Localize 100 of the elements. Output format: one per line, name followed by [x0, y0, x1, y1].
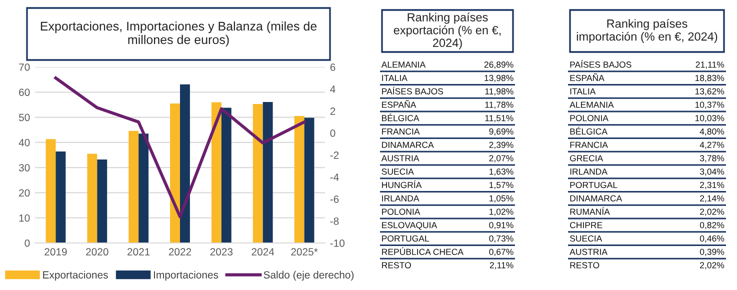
bar	[221, 108, 232, 243]
chart-title: Exportaciones, Importaciones y Balanza (miles de millones de euros)	[40, 21, 317, 47]
bar	[262, 102, 273, 243]
text: 13,98%	[484, 74, 514, 82]
bar	[294, 116, 304, 243]
category-label: AUSTRIA	[381, 155, 420, 162]
bar	[87, 154, 98, 243]
y-tick-label: 20	[19, 189, 30, 197]
legend-label: Importaciones	[154, 270, 218, 281]
text: 1,02%	[490, 208, 514, 216]
y2-tick-label: 4	[330, 86, 336, 93]
y2-tick-label: -2	[330, 152, 339, 159]
category-label: PORTUGAL	[570, 182, 618, 188]
category-label: PAÍSES BAJOS	[382, 86, 444, 94]
text: 0,82%	[700, 222, 724, 230]
category-label: DINAMARCA	[570, 195, 622, 202]
y-tick-label: 30	[18, 164, 30, 172]
bar	[211, 102, 222, 243]
text: 1,05%	[490, 195, 514, 202]
text: Ranking países exportación (% en €, 2024)	[394, 12, 501, 50]
text: Ranking países importación (% en €, 2024)	[576, 18, 718, 44]
category-label: BÉLGICA	[570, 126, 608, 135]
category-label: POLONIA	[382, 208, 420, 215]
text: 0,46%	[700, 235, 724, 243]
text: 11,51%	[485, 115, 514, 122]
category-label: REPÚBLICA CHECA	[382, 247, 464, 255]
category-label: RESTO	[570, 262, 600, 268]
text: 21,11%	[696, 62, 724, 69]
text: 26,89%	[484, 62, 514, 69]
text: 3,78%	[700, 155, 724, 162]
text: 2,02%	[700, 262, 724, 270]
x-tick-label: 2024	[252, 248, 274, 256]
y-tick-label: 60	[19, 88, 30, 96]
text: 1,57%	[490, 182, 514, 190]
category-label: PAÍSES BAJOS	[570, 60, 632, 68]
category-label: RESTO	[382, 262, 411, 268]
bar	[304, 118, 314, 243]
y2-tick-label: 6	[330, 64, 336, 71]
category-label: IRLANDA	[570, 168, 608, 175]
text: 4,80%	[700, 128, 724, 136]
category-label: FRANCIA	[382, 128, 420, 135]
category-label: FRANCIA	[570, 142, 608, 148]
text: 2,11%	[490, 262, 514, 270]
category-label: HUNGRÍA	[382, 180, 422, 188]
bar	[180, 84, 190, 243]
category-label: CHIPRE	[570, 222, 602, 228]
text: 2,07%	[489, 155, 514, 162]
text: 3,04%	[700, 168, 724, 176]
category-label: RUMANÍA	[570, 207, 610, 215]
y-tick-label: 10	[19, 214, 30, 222]
legend-label: Exportaciones	[43, 270, 108, 281]
x-tick-label: 2021	[128, 248, 150, 256]
bar	[46, 139, 56, 243]
y2-tick-label: -4	[330, 174, 339, 181]
x-tick-label: 2019	[44, 248, 67, 256]
text: 2,14%	[700, 195, 724, 202]
y2-tick-label: 2	[330, 108, 336, 115]
y2-tick-label: -6	[330, 196, 339, 203]
category-label: ITALIA	[570, 88, 596, 94]
bar	[97, 160, 108, 243]
y2-tick-label: -10	[330, 240, 345, 247]
bar	[170, 103, 180, 243]
bar	[138, 134, 149, 243]
bar	[56, 151, 66, 243]
legend-label: Saldo (eje derecho)	[264, 270, 354, 281]
category-label: ESPAÑA	[382, 100, 416, 108]
y-tick-label: 40	[18, 138, 30, 146]
category-label: ALEMANIA	[570, 102, 614, 108]
y2-tick-label: -8	[330, 218, 339, 225]
category-label: SUECIA	[570, 235, 602, 242]
text: 0,67%	[489, 248, 514, 256]
bar	[252, 104, 263, 243]
text: 1,63%	[490, 168, 514, 176]
text: 10,37%	[695, 102, 724, 109]
text: 2,31%	[700, 182, 724, 190]
x-tick-label: 2022	[168, 248, 192, 256]
text: 2,02%	[700, 208, 724, 216]
category-label: ESLOVAQUIA	[382, 222, 438, 230]
line-series	[54, 76, 306, 218]
text: 10,03%	[695, 115, 724, 122]
category-label: BÉLGICA	[382, 114, 420, 122]
text: 2,39%	[489, 142, 514, 149]
text: 11,98%	[485, 88, 514, 96]
category-label: DINAMARCA	[382, 142, 434, 148]
x-tick-label: 2023	[210, 248, 233, 256]
text: 0,73%	[489, 235, 514, 243]
text: 18,83%	[695, 74, 724, 82]
category-label: IRLANDA	[382, 195, 420, 202]
category-label: ESPAÑA	[570, 73, 604, 82]
y-tick-label: 70	[19, 64, 30, 71]
category-label: AUSTRIA	[570, 248, 608, 255]
category-label: SUECIA	[382, 168, 414, 175]
category-label: POLONIA	[570, 115, 608, 122]
x-tick-label: 2020	[86, 248, 108, 256]
text: 4,27%	[700, 142, 724, 149]
y-tick-label: 50	[18, 114, 30, 122]
text: 0,91%	[489, 222, 514, 230]
text: 0,39%	[700, 248, 724, 256]
category-label: PORTUGAL	[382, 235, 430, 242]
x-tick-label: 2025*	[291, 248, 318, 256]
